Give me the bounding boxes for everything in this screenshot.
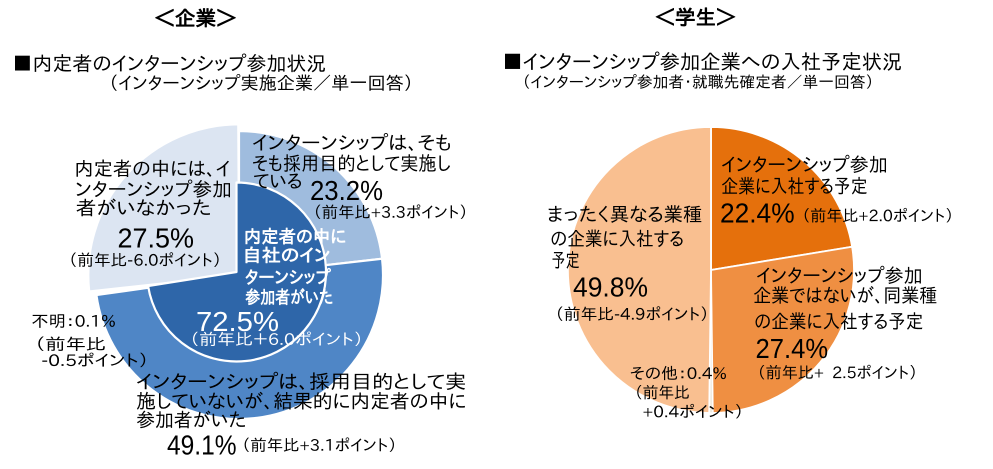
svg-text:22.4%: 22.4% [720, 197, 795, 229]
svg-text:23.2%: 23.2% [310, 175, 383, 206]
svg-text:49.8%: 49.8% [573, 271, 648, 303]
svg-text:49.1%: 49.1% [167, 429, 237, 461]
svg-text:27.4%: 27.4% [756, 333, 829, 364]
svg-text:72.5%: 72.5% [196, 307, 279, 338]
svg-text:27.5%: 27.5% [118, 222, 194, 254]
